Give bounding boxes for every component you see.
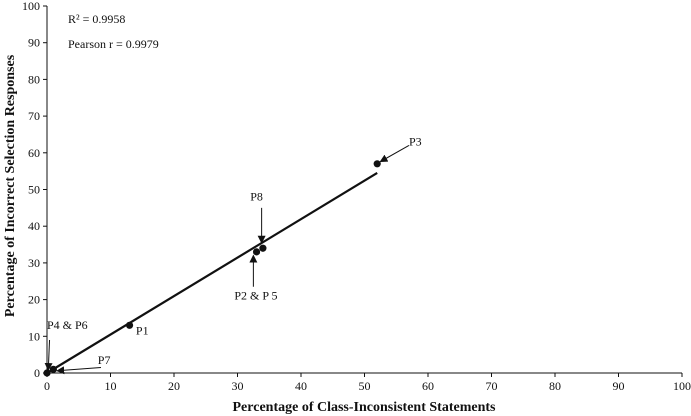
y-tick-label: 90 — [28, 36, 40, 50]
y-axis-title: Percentage of Incorrect Selection Respon… — [3, 54, 18, 317]
y-tick-label: 40 — [28, 219, 40, 233]
data-point — [252, 248, 261, 256]
data-point — [49, 365, 57, 373]
data-point — [43, 369, 51, 377]
x-tick-label: 30 — [232, 379, 244, 393]
annotation-arrow — [56, 366, 102, 375]
y-tick-label: 0 — [34, 366, 40, 380]
x-tick-label: 40 — [295, 379, 307, 393]
x-axis-ticks: 0 10 20 30 40 50 60 70 80 90 100 — [44, 373, 691, 393]
point-label: P1 — [136, 323, 149, 337]
x-tick-label: 0 — [44, 379, 50, 393]
x-tick-label: 50 — [359, 379, 371, 393]
x-axis-title: Percentage of Class-Inconsistent Stateme… — [233, 400, 497, 415]
x-tick-label: 70 — [486, 379, 498, 393]
data-point — [373, 160, 381, 168]
axes — [46, 6, 682, 374]
data-point — [125, 321, 134, 329]
point-label: P2 & P 5 — [234, 289, 277, 303]
x-tick-label: 80 — [549, 379, 561, 393]
y-tick-label: 60 — [28, 146, 40, 160]
pearson-label: Pearson r = 0.9979 — [68, 37, 159, 51]
y-tick-label: 20 — [28, 293, 40, 307]
trendline — [46, 172, 378, 374]
y-axis-ticks: 0 10 20 30 40 50 60 70 80 90 100 — [22, 0, 47, 380]
r-squared-label: R² = 0.9958 — [68, 12, 125, 26]
data-point — [259, 244, 267, 252]
point-label: P4 & P6 — [47, 318, 88, 332]
x-tick-label: 20 — [168, 379, 180, 393]
annotations-layer: P3 P8 P2 & P 5 P1 P4 & P6 P7 — [44, 134, 422, 375]
annotation-arrow — [379, 145, 410, 163]
y-tick-label: 10 — [28, 329, 40, 343]
point-label: P7 — [98, 353, 111, 367]
x-tick-label: 90 — [613, 379, 625, 393]
point-label: P3 — [409, 134, 422, 148]
y-tick-label: 80 — [28, 72, 40, 86]
y-tick-label: 70 — [28, 109, 40, 123]
x-tick-label: 100 — [673, 379, 691, 393]
trendline-layer — [46, 172, 378, 374]
x-tick-label: 10 — [105, 379, 117, 393]
point-label: P8 — [250, 190, 263, 204]
x-tick-label: 60 — [422, 379, 434, 393]
y-tick-label: 30 — [28, 256, 40, 270]
annotation-arrow — [44, 339, 53, 372]
y-tick-label: 100 — [22, 0, 40, 13]
y-tick-label: 50 — [28, 183, 40, 197]
